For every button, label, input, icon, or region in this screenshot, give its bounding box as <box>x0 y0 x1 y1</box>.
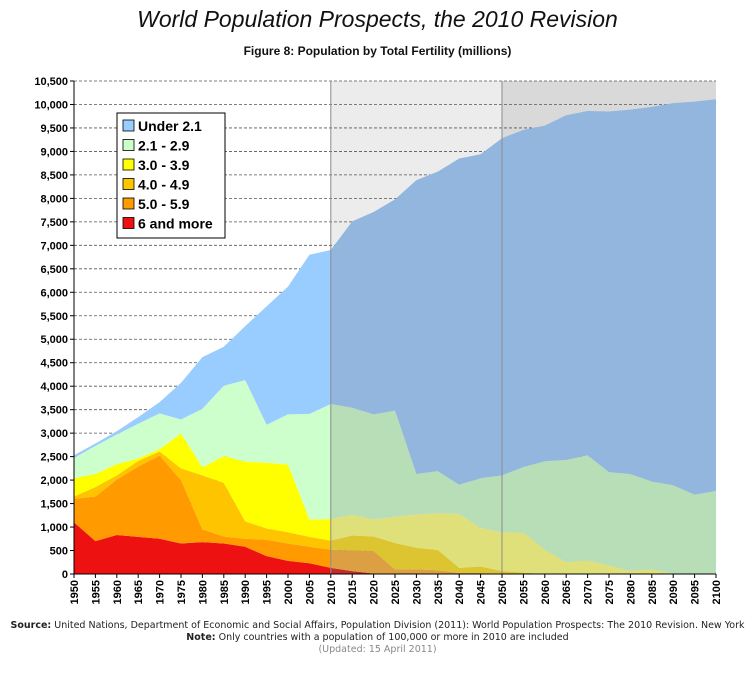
y-tick-label: 10,500 <box>34 76 68 88</box>
y-tick-label: 500 <box>50 546 68 558</box>
x-tick-label: 2040 <box>454 580 466 604</box>
y-tick-label: 5,000 <box>40 334 68 346</box>
x-tick-label: 2025 <box>390 580 402 604</box>
period-dividers <box>330 81 503 574</box>
legend-label-5-0-5-9: 5.0 - 5.9 <box>138 196 190 212</box>
y-tick-labels: 0 500 1,000 1,500 2,000 2,500 3,000 3,500 4,000 4… <box>34 76 68 581</box>
legend: Under 2.1 2.1 - 2.9 3.0 - 3.9 4.0 - 4.9 5.0 … <box>116 112 226 239</box>
legend-label-6-and-more: 6 and more <box>138 216 213 232</box>
legend-label-3-0-3-9: 3.0 - 3.9 <box>138 157 190 173</box>
x-tick-label: 2020 <box>369 580 381 604</box>
x-tick-label: 2035 <box>433 580 445 604</box>
y-tick-label: 4,500 <box>40 358 68 370</box>
note-label: Note: <box>186 632 216 643</box>
x-tick-label: 2030 <box>411 580 423 604</box>
source-label: Source: <box>10 620 52 631</box>
legend-label-2-1-2-9: 2.1 - 2.9 <box>138 138 190 154</box>
y-tick-label: 10,000 <box>34 99 68 111</box>
y-tick-label: 9,500 <box>40 123 68 135</box>
y-tick-label: 6,500 <box>40 264 68 276</box>
legend-box <box>116 112 226 239</box>
area-4-0-4-9-projections <box>330 535 716 574</box>
y-tick-label: 7,500 <box>40 217 68 229</box>
y-tick-label: 1,000 <box>40 522 68 534</box>
y-tick-label: 2,000 <box>40 475 68 487</box>
source-text: United Nations, Department of Economic a… <box>54 620 745 631</box>
legend-swatch-6-and-more <box>122 217 135 229</box>
x-tick-label: 2095 <box>690 580 702 604</box>
x-tick-label: 2080 <box>625 580 637 604</box>
x-tick-label: 2060 <box>540 580 552 604</box>
x-tick-label: 1975 <box>176 580 188 604</box>
x-tick-label: 2015 <box>347 580 359 604</box>
y-tick-label: 8,500 <box>40 170 68 182</box>
x-tick-label: 1950 <box>69 580 81 604</box>
area-2-1-2-9-projections <box>330 404 716 574</box>
footer: Source: United Nations, Department of Ec… <box>0 620 755 656</box>
legend-swatch-2-1-2-9 <box>122 139 135 151</box>
x-tick-label: 2065 <box>561 580 573 604</box>
x-tick-label: 1965 <box>133 580 145 604</box>
x-tick-label: 2075 <box>604 580 616 604</box>
x-tick-label: 2070 <box>583 580 595 604</box>
note-line: Note: Only countries with a population o… <box>0 632 755 644</box>
population-area-chart: 0 500 1,000 1,500 2,000 2,500 3,000 3,500 4,000 4… <box>34 76 723 604</box>
area-3-0-3-9-estimates <box>74 433 331 541</box>
legend-swatch-under-2-1 <box>122 119 135 132</box>
chart-title: World Population Prospects, the 2010 Rev… <box>137 6 618 32</box>
updated-date: (Updated: 15 April 2011) <box>318 644 437 655</box>
y-tick-label: 1,500 <box>40 499 68 511</box>
x-tick-labels: 1950 1955 1960 1965 1970 1975 1980 1985 1990 1995… <box>69 580 723 604</box>
note-text: Only countries with a population of 100,… <box>218 632 569 643</box>
area-4-0-4-9-estimates <box>74 451 331 550</box>
x-tick-label: 1960 <box>112 580 124 604</box>
area-under-2-1-estimates <box>74 250 331 459</box>
x-tick-label: 1970 <box>155 580 167 604</box>
area-5-0-5-9-projections <box>330 549 716 574</box>
x-tick-label: 2005 <box>304 580 316 604</box>
area-2-1-2-9-estimates <box>74 380 331 520</box>
source-line: Source: United Nations, Department of Ec… <box>0 620 755 632</box>
x-tick-label: 1980 <box>197 580 209 604</box>
legend-swatch-3-0-3-9 <box>122 158 135 171</box>
y-tick-label: 6,000 <box>40 287 68 299</box>
y-tick-label: 9,000 <box>40 146 68 158</box>
area-6-and-more-projections <box>330 567 716 574</box>
y-tick-label: 0 <box>62 569 68 581</box>
x-tick-label: 1955 <box>90 580 102 604</box>
area-series <box>74 99 716 574</box>
x-tick-label: 2100 <box>711 580 723 604</box>
x-tick-label: 2055 <box>518 580 530 604</box>
area-3-0-3-9-projections <box>330 513 716 574</box>
chart-subtitle: Figure 8: Population by Total Fertility … <box>243 44 512 58</box>
x-tick-label: 2010 <box>326 580 338 604</box>
y-tick-label: 4,000 <box>40 381 68 393</box>
area-5-0-5-9-estimates <box>74 455 331 568</box>
x-tick-label: 1990 <box>240 580 252 604</box>
x-tick-label: 1985 <box>219 580 231 604</box>
x-tick-label: 2050 <box>497 580 509 604</box>
y-tick-label: 2,500 <box>40 452 68 464</box>
y-tick-label: 5,500 <box>40 311 68 323</box>
x-tick-label: 2085 <box>647 580 659 604</box>
area-under-2-1-projections <box>330 99 716 495</box>
area-6-and-more-estimates <box>74 522 331 574</box>
legend-swatch-5-0-5-9 <box>122 197 135 210</box>
x-tick-label: 2090 <box>668 580 680 604</box>
y-tick-label: 8,000 <box>40 193 68 205</box>
x-tick-label: 2045 <box>476 580 488 604</box>
legend-label-under-2-1: Under 2.1 <box>138 118 202 134</box>
x-tick-label: 1995 <box>262 580 274 604</box>
axes <box>70 80 717 578</box>
legend-swatch-4-0-4-9 <box>122 178 135 190</box>
y-tick-label: 7,000 <box>40 240 68 252</box>
x-tick-label: 2000 <box>283 580 295 604</box>
y-tick-label: 3,500 <box>40 405 68 417</box>
y-tick-label: 3,000 <box>40 428 68 440</box>
legend-label-4-0-4-9: 4.0 - 4.9 <box>138 177 190 193</box>
